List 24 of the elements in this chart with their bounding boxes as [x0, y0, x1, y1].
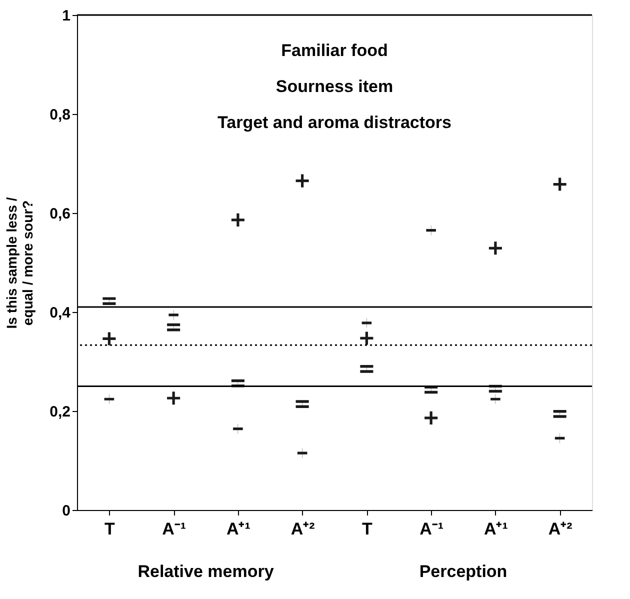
annotation: Sourness item	[276, 77, 394, 96]
x-tick-label: A⁻¹	[420, 520, 444, 538]
y-tick-label: 0,4	[50, 304, 72, 322]
x-tick-label: T	[104, 520, 116, 538]
annotation: Familiar food	[281, 41, 388, 60]
x-tick-label: T	[362, 520, 373, 538]
point	[297, 448, 308, 458]
y-axis-title: Is this sample less / equal / more sour?	[4, 197, 36, 329]
x-tick-label: A⁻¹	[162, 520, 186, 538]
x-tick-label: A⁺²	[290, 520, 316, 538]
y-tick-label: 0,2	[50, 404, 70, 420]
x-tick-label: A⁺²	[548, 520, 573, 538]
point	[362, 318, 372, 328]
x-tick-label: A⁺¹	[484, 520, 508, 538]
y-tick-label: 0,6	[50, 206, 70, 222]
text: Relative memory	[138, 562, 274, 581]
point	[104, 394, 114, 404]
y-tick-label: 0,8	[50, 106, 70, 124]
point	[554, 433, 565, 444]
text: Perception	[419, 562, 508, 581]
y-tick-label: 0	[62, 502, 70, 520]
annotation: Target and aroma distractors	[218, 113, 452, 132]
x-tick-label: A⁺¹	[226, 520, 251, 538]
y-tick-label: 1	[62, 8, 70, 24]
